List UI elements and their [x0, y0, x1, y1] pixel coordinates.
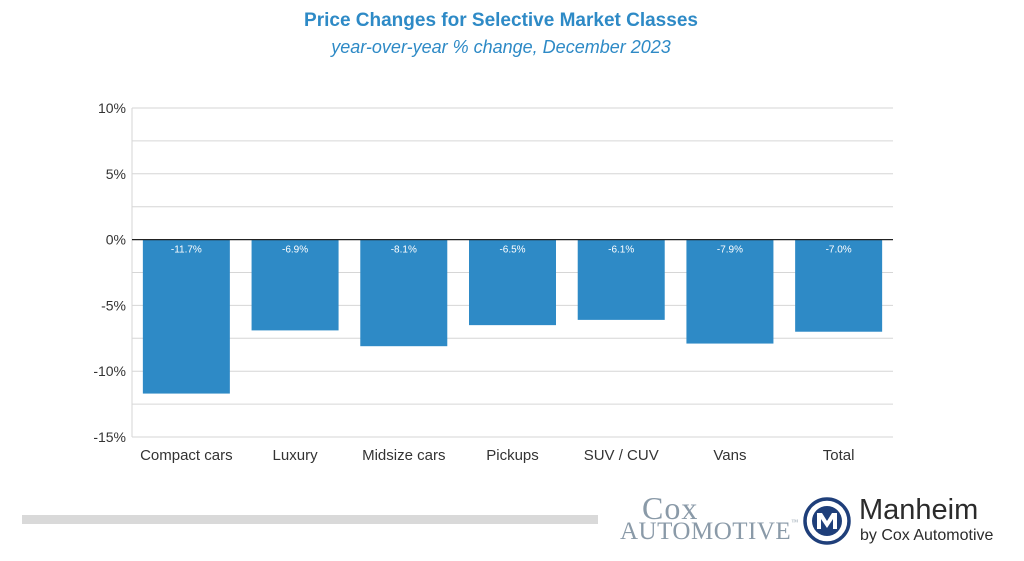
bar	[360, 239, 448, 347]
footer-divider-bar	[22, 515, 598, 524]
cox-automotive-logo: Cox Automotive™	[612, 490, 798, 550]
x-category-label: Midsize cars	[362, 447, 445, 464]
x-category-label: Luxury	[273, 447, 319, 464]
bars	[142, 239, 883, 394]
bar	[469, 239, 556, 326]
bar	[142, 239, 230, 394]
bar	[577, 239, 665, 320]
bar-data-label: -7.9%	[717, 245, 743, 256]
chart-subtitle: year-over-year % change, December 2023	[331, 37, 671, 57]
x-category-label: Pickups	[486, 447, 539, 464]
bar-data-label: -6.1%	[608, 245, 634, 256]
y-tick-label: 0%	[106, 232, 126, 248]
bar	[686, 239, 774, 344]
bar-data-label: -8.1%	[391, 245, 417, 256]
cox-trademark: ™	[791, 518, 799, 526]
y-tick-label: -15%	[93, 429, 126, 445]
x-category-label: Compact cars	[140, 447, 233, 464]
y-tick-label: 5%	[106, 166, 126, 182]
cox-logo-word: Automotive	[620, 518, 792, 545]
y-tick-label: -5%	[101, 297, 126, 313]
bar-data-label: -6.9%	[282, 245, 308, 256]
chart-title: Price Changes for Selective Market Class…	[304, 10, 698, 31]
x-category-label: Total	[823, 447, 855, 464]
bar-data-label: -7.0%	[826, 245, 852, 256]
y-tick-label: -10%	[93, 363, 126, 379]
bar-chart: 10% 5% 0% -5% -10% -15% -11.7% Compact cars -6.9…	[93, 100, 893, 464]
bar	[251, 239, 339, 331]
cox-logo-line1: Cox	[642, 490, 699, 526]
cox-logo-line2: Automotive™	[620, 518, 799, 546]
bar-data-label: -6.5%	[499, 245, 525, 256]
manheim-logo-subtitle: by Cox Automotive	[860, 527, 994, 544]
manheim-logo-name: Manheim	[859, 494, 979, 526]
labels: 10% 5% 0% -5% -10% -15% -11.7% Compact cars -6.9…	[93, 100, 893, 464]
bar-data-label: -11.7%	[171, 245, 202, 256]
bar	[795, 239, 883, 332]
y-tick-label: 10%	[98, 100, 126, 116]
x-category-label: Vans	[713, 447, 746, 464]
manheim-logo-icon	[803, 497, 851, 545]
x-category-label: SUV / CUV	[584, 447, 659, 464]
